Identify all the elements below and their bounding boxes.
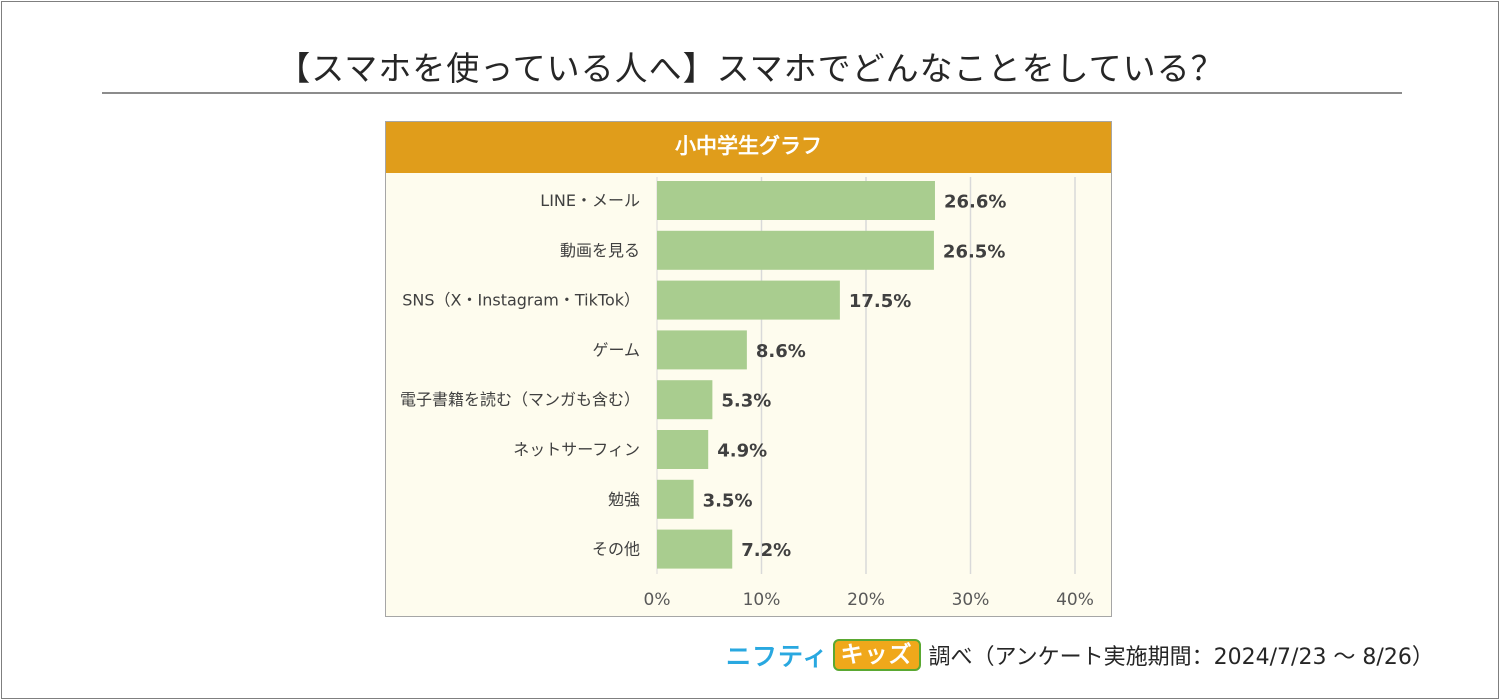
value-label: 4.9%	[717, 441, 767, 462]
value-label: 26.6%	[944, 192, 1006, 213]
title-divider	[102, 92, 1402, 94]
category-label: ゲーム	[592, 340, 640, 359]
value-label: 8.6%	[756, 341, 806, 362]
value-label: 7.2%	[741, 540, 791, 561]
bars	[657, 181, 935, 569]
source-credit: ニフティ キッズ 調べ（アンケート実施期間：2024/7/23 ～ 8/26）	[726, 639, 1434, 671]
bar	[657, 529, 733, 569]
category-label: 勉強	[608, 490, 640, 509]
bar	[657, 280, 840, 320]
x-axis-ticks: 0% 10% 20% 30% 40%	[644, 590, 1094, 610]
x-tick-label: 30%	[952, 590, 990, 610]
survey-note: 調べ（アンケート実施期間：2024/7/23 ～ 8/26）	[928, 645, 1434, 670]
value-labels: 26.6% 26.5% 17.5% 8.6% 5.3% 4.9% 3.5% 7.2%	[703, 192, 1007, 562]
bar	[657, 430, 709, 469]
bar	[657, 330, 747, 370]
bar	[657, 181, 935, 220]
category-label: ネットサーフィン	[513, 440, 640, 459]
bar	[657, 479, 694, 519]
x-tick-label: 20%	[847, 590, 885, 610]
value-label: 26.5%	[943, 241, 1005, 262]
x-tick-label: 0%	[644, 590, 671, 610]
category-label: LINE・メール	[540, 191, 640, 210]
bar	[657, 230, 934, 270]
value-label: 5.3%	[721, 391, 771, 412]
chart-title: 小中学生グラフ	[386, 122, 1111, 173]
category-label: SNS（X・Instagram・TikTok）	[402, 291, 640, 310]
page-title: 【スマホを使っている人へ】スマホでどんなことをしている？	[277, 49, 1225, 88]
value-label: 17.5%	[849, 291, 911, 312]
value-label: 3.5%	[703, 490, 753, 511]
x-tick-label: 10%	[743, 590, 781, 610]
category-label: 動画を見る	[560, 241, 640, 260]
category-label: その他	[592, 540, 640, 559]
bar	[657, 380, 713, 420]
chart-panel: LINE・メール動画を見る SNS（X・Instagram・TikTok） ゲーム電…	[385, 121, 1112, 617]
x-tick-label: 40%	[1056, 590, 1094, 610]
nifty-logo-text: ニフティ	[726, 642, 829, 671]
category-label: 電子書籍を読む（マンガも含む）	[400, 390, 640, 409]
kids-logo-badge: キッズ	[832, 639, 921, 671]
